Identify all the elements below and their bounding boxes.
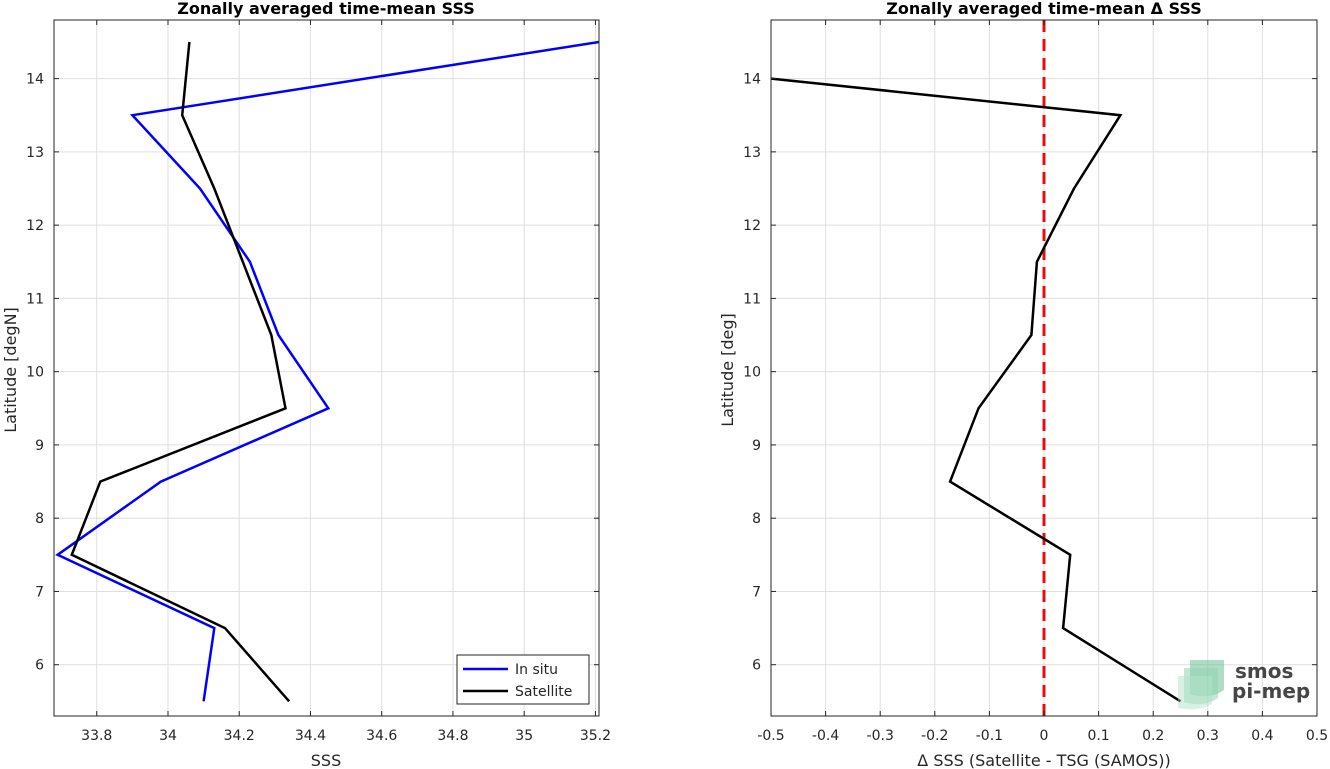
x-tick-label: -0.4: [812, 728, 839, 744]
x-tick-label: 34: [159, 728, 177, 744]
x-tick-label: 33.8: [81, 728, 112, 744]
y-tick-label: 10: [743, 365, 761, 381]
y-tick-label: 14: [26, 72, 44, 88]
left-ticks: 33.8 34 34.2 34.4 34.6 34.8 35 35.2 6 7 8 9 10 11 12 13…: [26, 20, 611, 744]
x-tick-label: -0.2: [921, 728, 948, 744]
left-grid: [54, 20, 599, 716]
left-axes-box: [53, 19, 600, 717]
y-tick-label: 7: [35, 584, 44, 600]
x-tick-label: -0.1: [976, 728, 1003, 744]
logo-waves-icon: [1178, 660, 1224, 710]
right-x-axis-label: Δ SSS (Satellite - TSG (SAMOS)): [917, 751, 1170, 769]
x-tick-label: 34.2: [224, 728, 255, 744]
right-y-axis-label: Latitude [deg]: [718, 313, 737, 427]
x-tick-label: 0.2: [1142, 728, 1164, 744]
satellite-series-line: [70, 41, 291, 703]
right-ticks: -0.5 -0.4 -0.3 -0.2 -0.1 0 0.1 0.2 0.3 0.4 0.5 6 7 8 9…: [743, 20, 1328, 744]
left-chart-title: Zonally averaged time-mean SSS: [177, 0, 475, 18]
x-tick-label: 0.1: [1087, 728, 1109, 744]
y-tick-label: 12: [26, 218, 44, 234]
y-tick-label: 6: [752, 658, 761, 674]
logo-text-pi-mep: pi-mep: [1232, 679, 1310, 703]
right-chart-panel: -0.5 -0.4 -0.3 -0.2 -0.1 0 0.1 0.2 0.3 0.4 0.5 6 7 8 9…: [718, 0, 1328, 769]
x-tick-label: 0: [1040, 728, 1049, 744]
x-tick-label: 0.5: [1306, 728, 1328, 744]
left-x-axis-label: SSS: [311, 751, 341, 769]
y-tick-label: 11: [26, 291, 44, 307]
x-tick-label: 0.3: [1197, 728, 1219, 744]
y-tick-label: 6: [35, 658, 44, 674]
y-tick-label: 9: [752, 438, 761, 454]
x-tick-label: 35: [515, 728, 533, 744]
x-tick-label: -0.5: [757, 728, 784, 744]
left-series-group: [55, 40, 599, 703]
legend-box: [456, 654, 590, 705]
left-chart-panel: 33.8 34 34.2 34.4 34.6 34.8 35 35.2 6 7 8 9 10 11 12 13…: [1, 0, 611, 769]
right-series-group: [771, 77, 1182, 703]
x-tick-label: 34.4: [295, 728, 326, 744]
left-y-axis-label: Latitude [degN]: [1, 307, 20, 433]
y-tick-label: 13: [743, 145, 761, 161]
x-tick-label: -0.3: [867, 728, 894, 744]
smos-pi-mep-logo: smos pi-mep: [1178, 659, 1310, 710]
y-tick-label: 7: [752, 584, 761, 600]
legend-satellite-label: Satellite: [515, 684, 572, 700]
y-tick-label: 9: [35, 438, 44, 454]
legend: In situ Satellite: [456, 654, 590, 705]
right-chart-title: Zonally averaged time-mean Δ SSS: [886, 0, 1202, 18]
x-tick-label: 0.4: [1251, 728, 1273, 744]
logo-text-smos: smos: [1235, 659, 1293, 683]
legend-in-situ-label: In situ: [515, 662, 558, 678]
y-tick-label: 12: [743, 218, 761, 234]
delta-sss-series-line: [771, 77, 1182, 703]
y-tick-label: 11: [743, 291, 761, 307]
y-tick-label: 13: [26, 145, 44, 161]
y-tick-label: 10: [26, 365, 44, 381]
y-tick-label: 8: [35, 511, 44, 527]
x-tick-label: 34.8: [437, 728, 468, 744]
y-tick-label: 8: [752, 511, 761, 527]
y-tick-label: 14: [743, 72, 761, 88]
x-tick-label: 34.6: [366, 728, 397, 744]
x-tick-label: 35.2: [580, 728, 611, 744]
in-situ-series-line: [55, 40, 599, 702]
